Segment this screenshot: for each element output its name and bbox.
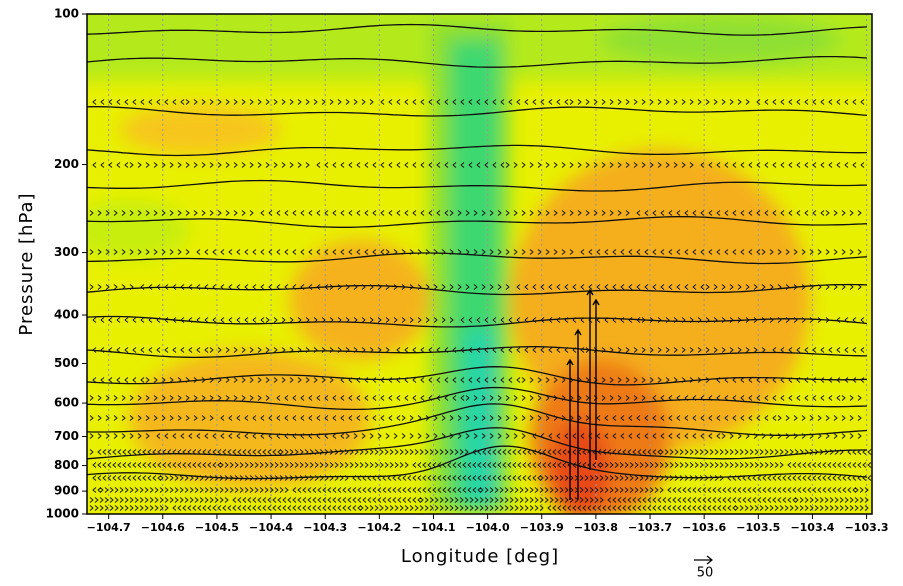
- field-patch: [600, 15, 840, 65]
- contour-line: [87, 403, 868, 436]
- wind-arrows: [92, 487, 869, 493]
- y-tick-label: 200: [54, 157, 79, 171]
- contour-line: [87, 252, 868, 265]
- wind-arrows: [89, 505, 869, 511]
- y-tick-label: 300: [54, 245, 79, 259]
- contour-line: [87, 179, 868, 192]
- x-tick-label: −103.6: [682, 521, 726, 534]
- y-tick-label: 500: [54, 356, 79, 370]
- wind-arrows: [92, 99, 865, 105]
- y-tick-label: 600: [54, 396, 79, 410]
- wind-arrows: [92, 475, 872, 481]
- wind-arrows: [92, 162, 865, 168]
- x-tick-label: −104.5: [195, 521, 239, 534]
- plot-frame: [86, 13, 873, 515]
- x-tick-label: −104.2: [357, 521, 401, 534]
- wind-arrows: [89, 210, 862, 216]
- y-tick-label: 100: [54, 7, 79, 21]
- contour-line: [87, 346, 868, 359]
- field-patch: [550, 420, 610, 514]
- x-tick-label: −103.9: [520, 521, 564, 534]
- wind-arrows: [92, 347, 865, 353]
- x-tick-label: −103.8: [574, 521, 618, 534]
- wind-arrows: [89, 284, 862, 290]
- reference-vector-label: 50: [697, 566, 714, 581]
- y-axis-label: Pressure [hPa]: [16, 192, 37, 335]
- x-tick-label: −104.1: [411, 521, 455, 534]
- y-tick-label: 400: [54, 308, 79, 322]
- contour-line: [87, 427, 867, 460]
- y-tick-label: 700: [54, 429, 79, 443]
- contour-line: [87, 23, 868, 36]
- contour-line: [87, 55, 868, 68]
- x-tick-label: −104.3: [303, 521, 347, 534]
- contour-line: [87, 283, 868, 296]
- contour-line: [87, 106, 868, 117]
- field-patch: [290, 240, 430, 360]
- field-patch: [120, 105, 280, 155]
- x-tick-label: −103.4: [790, 521, 834, 534]
- wind-arrows: [89, 249, 862, 255]
- wind-arrows: [89, 395, 862, 401]
- wind-arrows: [92, 462, 872, 468]
- wind-arrows: [89, 433, 862, 439]
- wind-arrows: [89, 497, 869, 503]
- wind-arrows: [89, 415, 862, 421]
- field-patch: [87, 200, 190, 260]
- wind-arrows: [92, 377, 865, 383]
- updraft-arrows: [566, 288, 600, 500]
- field: [87, 14, 872, 514]
- contour-line: [87, 366, 868, 386]
- x-tick-label: −103.7: [628, 521, 672, 534]
- x-tick-label: −104.6: [141, 521, 185, 534]
- y-tick-label: 1000: [46, 507, 79, 521]
- contour-line: [87, 386, 868, 411]
- y-tick-label: 800: [54, 458, 79, 472]
- wind-arrows: [92, 317, 865, 323]
- field-patch: [130, 350, 370, 490]
- wind-arrows: [89, 449, 872, 455]
- x-axis-label: Longitude [deg]: [401, 546, 559, 567]
- reference-vector: [694, 555, 713, 565]
- contour-line: [87, 216, 868, 228]
- contour-line: [87, 315, 868, 328]
- x-tick-label: −104.0: [466, 521, 510, 534]
- y-tick-label: 900: [54, 484, 79, 498]
- x-tick-label: −103.5: [736, 521, 780, 534]
- x-tick-label: −104.4: [249, 521, 293, 534]
- contour-line: [87, 144, 868, 157]
- x-tick-label: −103.3: [845, 521, 889, 534]
- overlays: [87, 23, 872, 511]
- x-tick-label: −104.7: [87, 521, 131, 534]
